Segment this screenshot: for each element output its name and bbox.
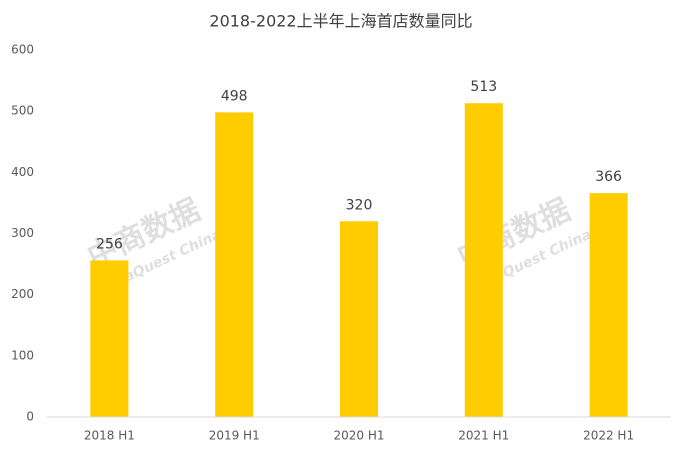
x-tick-label: 2020 H1: [333, 429, 384, 443]
value-label: 513: [470, 79, 497, 95]
value-label: 366: [595, 169, 622, 185]
value-label: 256: [96, 236, 123, 252]
x-tick-label: 2022 H1: [583, 429, 634, 443]
bar: [215, 112, 254, 417]
bar: [90, 260, 129, 417]
bar: [340, 221, 378, 417]
x-tick-label: 2019 H1: [209, 429, 260, 443]
y-tick-label: 400: [11, 165, 34, 179]
value-label: 320: [346, 197, 373, 213]
x-tick-label: 2021 H1: [458, 429, 509, 443]
y-tick-label: 500: [11, 104, 34, 118]
y-tick-label: 0: [26, 410, 34, 424]
y-tick-label: 300: [11, 226, 34, 240]
bar: [589, 193, 628, 417]
bar: [464, 103, 503, 417]
y-tick-label: 200: [11, 287, 34, 301]
y-tick-label: 600: [11, 43, 34, 57]
watermark: 中商数据 DataQuest China 中商数据 DataQuest Chin…: [82, 193, 594, 298]
chart-title: 2018-2022上半年上海首店数量同比: [209, 12, 472, 31]
value-label: 498: [221, 88, 248, 104]
y-tick-label: 100: [11, 348, 34, 362]
x-tick-label: 2018 H1: [84, 429, 135, 443]
